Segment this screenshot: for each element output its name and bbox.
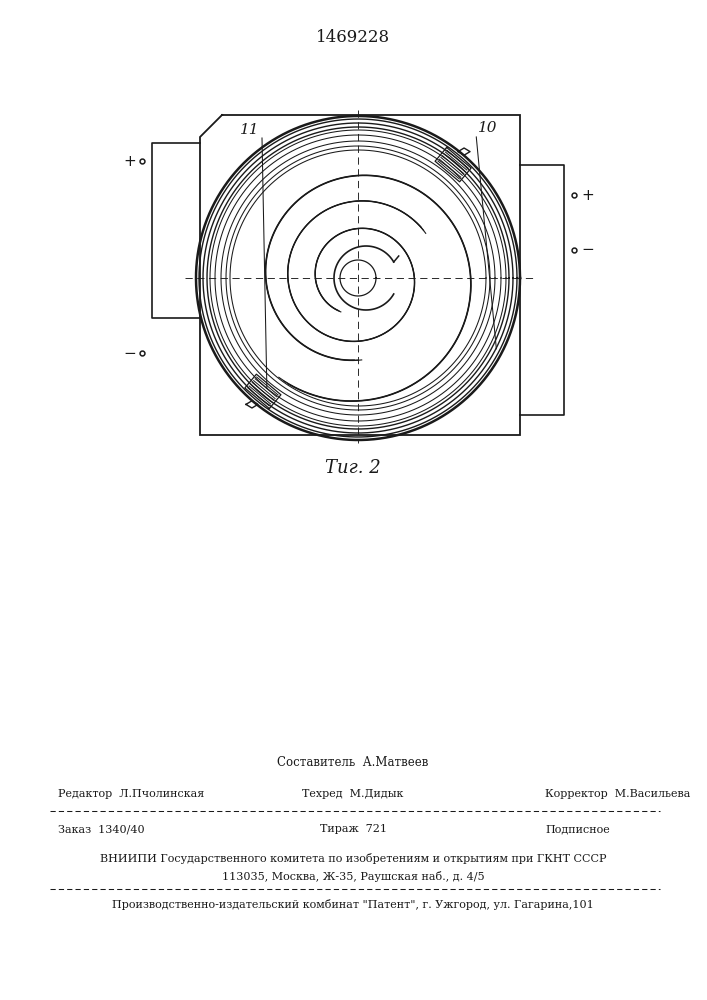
Text: −: − <box>124 346 136 360</box>
Text: 1469228: 1469228 <box>316 28 390 45</box>
Text: Подписное: Подписное <box>545 824 609 834</box>
Text: Техред  М.Дидык: Техред М.Дидык <box>303 789 404 799</box>
Text: 10: 10 <box>478 121 498 135</box>
Text: 11: 11 <box>240 123 259 137</box>
Text: ВНИИПИ Государственного комитета по изобретениям и открытиям при ГКНТ СССР: ВНИИПИ Государственного комитета по изоб… <box>100 854 606 864</box>
Text: Корректор  М.Васильева: Корректор М.Васильева <box>545 789 690 799</box>
Text: +: + <box>582 188 595 202</box>
Text: Производственно-издательский комбинат "Патент", г. Ужгород, ул. Гагарина,101: Производственно-издательский комбинат "П… <box>112 898 594 910</box>
Text: Τиг. 2: Τиг. 2 <box>325 459 381 477</box>
Text: Составитель  А.Матвеев: Составитель А.Матвеев <box>277 756 428 768</box>
Text: +: + <box>124 153 136 168</box>
Text: Заказ  1340/40: Заказ 1340/40 <box>58 824 145 834</box>
Text: −: − <box>582 242 595 257</box>
Text: Тираж  721: Тираж 721 <box>320 824 387 834</box>
Text: 113035, Москва, Ж-35, Раушская наб., д. 4/5: 113035, Москва, Ж-35, Раушская наб., д. … <box>222 870 484 882</box>
Text: Редактор  Л.Пчолинская: Редактор Л.Пчолинская <box>58 789 204 799</box>
